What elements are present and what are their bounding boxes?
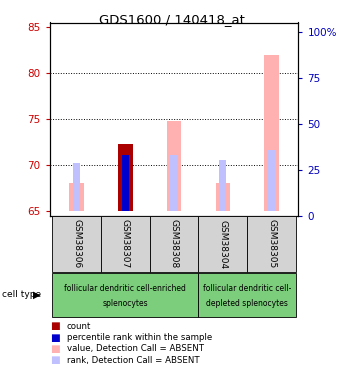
Text: ▶: ▶ xyxy=(33,290,41,300)
Bar xyxy=(247,216,296,272)
Text: rank, Detection Call = ABSENT: rank, Detection Call = ABSENT xyxy=(67,356,200,364)
Text: cell type: cell type xyxy=(2,290,41,299)
Text: depleted splenocytes: depleted splenocytes xyxy=(206,299,288,308)
Bar xyxy=(268,150,275,211)
Bar xyxy=(52,273,199,317)
Text: ■: ■ xyxy=(50,333,59,342)
Bar xyxy=(69,183,84,211)
Bar xyxy=(122,155,129,211)
Text: follicular dendritic cell-: follicular dendritic cell- xyxy=(203,284,292,292)
Text: value, Detection Call = ABSENT: value, Detection Call = ABSENT xyxy=(67,344,204,353)
Bar xyxy=(170,155,178,211)
Bar xyxy=(150,216,199,272)
Bar xyxy=(215,183,230,211)
Bar xyxy=(167,121,181,211)
Text: GDS1600 / 140418_at: GDS1600 / 140418_at xyxy=(98,13,245,26)
Bar xyxy=(52,216,101,272)
Text: count: count xyxy=(67,322,91,331)
Bar xyxy=(118,144,133,211)
Text: ■: ■ xyxy=(50,344,59,354)
Text: GSM38306: GSM38306 xyxy=(72,219,81,269)
Bar xyxy=(101,216,150,272)
Bar xyxy=(219,159,226,211)
Text: splenocytes: splenocytes xyxy=(103,299,148,308)
Text: ■: ■ xyxy=(50,321,59,331)
Text: percentile rank within the sample: percentile rank within the sample xyxy=(67,333,212,342)
Text: GSM38304: GSM38304 xyxy=(218,219,227,268)
Bar xyxy=(264,55,279,211)
Bar xyxy=(199,216,247,272)
Text: GSM38307: GSM38307 xyxy=(121,219,130,269)
Text: ■: ■ xyxy=(50,355,59,365)
Text: follicular dendritic cell-enriched: follicular dendritic cell-enriched xyxy=(64,284,186,292)
Text: GSM38305: GSM38305 xyxy=(267,219,276,269)
Text: GSM38308: GSM38308 xyxy=(169,219,179,269)
Bar xyxy=(199,273,296,317)
Bar xyxy=(73,163,80,211)
